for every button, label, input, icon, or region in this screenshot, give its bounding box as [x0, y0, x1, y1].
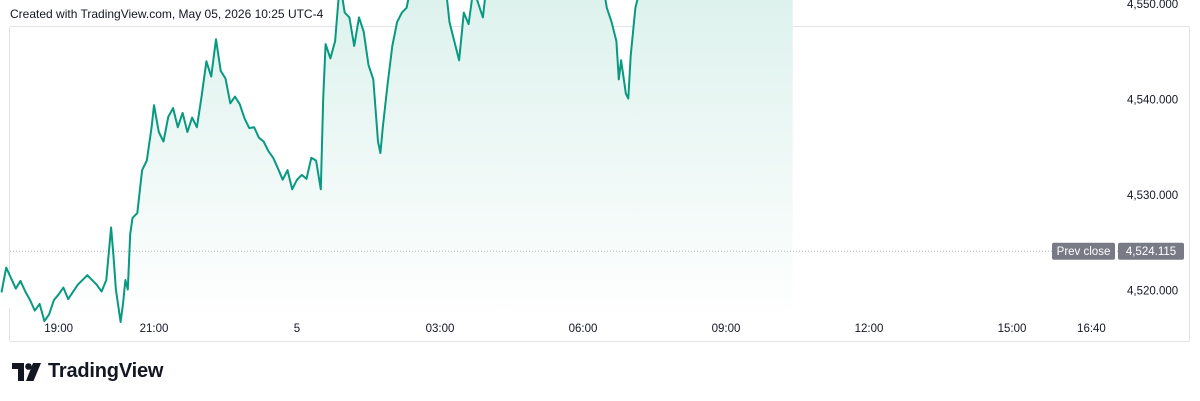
x-tick-label: 21:00 [140, 323, 169, 335]
prev-close-value: 4,524.115 [1126, 246, 1176, 258]
x-tick-label: 06:00 [569, 323, 598, 335]
x-tick-label: 03:00 [426, 323, 455, 335]
x-tick-label: 19:00 [44, 323, 73, 335]
tradingview-logo[interactable]: TradingView [12, 360, 163, 383]
x-tick-label: 12:00 [855, 323, 884, 335]
y-tick-label: 4,540.000 [1127, 95, 1178, 107]
chart-caption: Created with TradingView.com, May 05, 20… [10, 7, 324, 21]
prev-close-value-badge [1118, 242, 1184, 260]
prev-close-name-badge [1052, 242, 1115, 260]
tradingview-logo-icon [12, 362, 41, 381]
brand-name: TradingView [48, 360, 164, 382]
y-tick-label: 4,520.000 [1127, 286, 1178, 298]
x-tick-label: 15:00 [998, 323, 1027, 335]
series-line[interactable] [0, 0, 793, 323]
x-tick-label: 09:00 [712, 323, 741, 335]
series-area-fill [1, 0, 793, 322]
y-tick-label: 4,530.000 [1127, 190, 1178, 202]
prev-close-name: Prev close [1057, 246, 1111, 258]
x-tick-label: 5 [294, 323, 300, 335]
y-tick-label: 4,550.000 [1127, 0, 1178, 11]
x-tick-label: 16:40 [1077, 323, 1106, 335]
